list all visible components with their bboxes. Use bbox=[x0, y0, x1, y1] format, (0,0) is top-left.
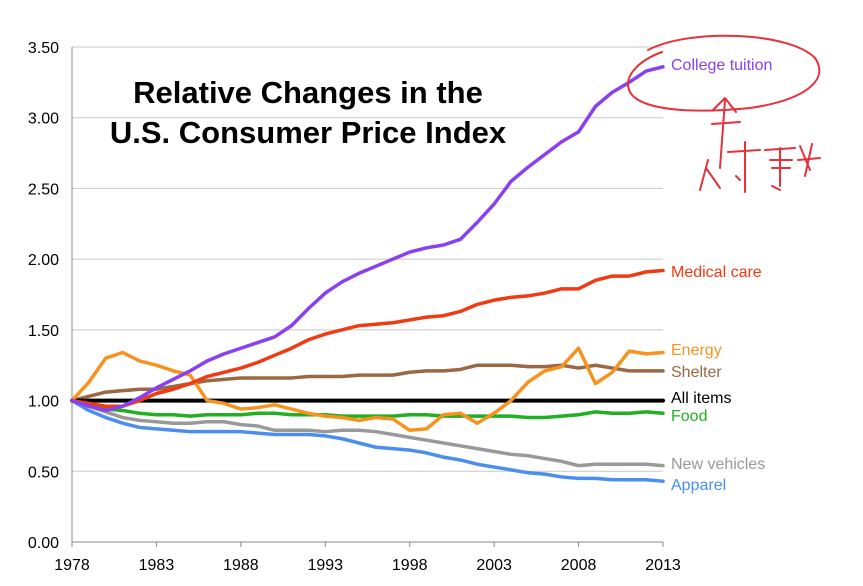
chart-title: Relative Changes in the U.S. Consumer Pri… bbox=[110, 75, 507, 150]
series-label-shelter: Shelter bbox=[671, 364, 722, 381]
series-label-new-vehicles: New vehicles bbox=[671, 456, 765, 473]
series-line-medical-care bbox=[70, 268, 665, 408]
chart-title-line: Relative Changes in the bbox=[133, 75, 483, 110]
series-label-energy: Energy bbox=[671, 342, 722, 359]
y-tick-label: 3.00 bbox=[28, 111, 59, 128]
series-line-college-tuition bbox=[70, 65, 665, 413]
series-label-medical-care: Medical care bbox=[671, 264, 762, 281]
y-tick-label: 1.00 bbox=[28, 394, 59, 411]
y-axis-ticks: 0.00 0.50 1.00 1.50 2.00 2.50 3.00 3.50 bbox=[28, 40, 59, 552]
series-line-food bbox=[70, 398, 665, 420]
y-tick-label: 0.50 bbox=[28, 464, 59, 481]
x-tick-label: 1998 bbox=[392, 557, 428, 574]
series-line-new-vehicles bbox=[70, 398, 665, 468]
x-tick-label: 2008 bbox=[561, 557, 597, 574]
x-tick-label: 1993 bbox=[307, 557, 343, 574]
series-line-shelter bbox=[70, 363, 665, 403]
series-lines bbox=[70, 65, 665, 483]
annotation-circle bbox=[627, 34, 821, 112]
x-tick-label: 1983 bbox=[139, 557, 175, 574]
series-label-all-items: All items bbox=[671, 390, 731, 407]
y-tick-label: 0.00 bbox=[28, 535, 59, 552]
x-tick-label: 1988 bbox=[223, 557, 259, 574]
series-label-college-tuition: College tuition bbox=[671, 57, 772, 74]
x-tick-label: 2013 bbox=[645, 557, 681, 574]
annotation-arrow bbox=[711, 97, 741, 169]
chart-title-line: U.S. Consumer Price Index bbox=[110, 115, 507, 150]
series-label-food: Food bbox=[671, 408, 707, 425]
handwritten-annotation bbox=[627, 34, 821, 193]
series-labels: College tuition Medical care Energy Shelter… bbox=[671, 57, 772, 494]
series-label-apparel: Apparel bbox=[671, 477, 726, 494]
x-tick-label: 2003 bbox=[476, 557, 512, 574]
annotation-scribble bbox=[699, 141, 821, 193]
y-tick-label: 3.50 bbox=[28, 40, 59, 57]
series-line-energy bbox=[70, 346, 665, 433]
y-tick-label: 2.50 bbox=[28, 181, 59, 198]
x-axis-ticks: 1978 1983 1988 1993 1998 2003 2008 2013 bbox=[54, 542, 681, 574]
series-line-apparel bbox=[70, 398, 665, 483]
y-tick-label: 2.00 bbox=[28, 252, 59, 269]
x-tick-label: 1978 bbox=[54, 557, 90, 574]
y-tick-label: 1.50 bbox=[28, 323, 59, 340]
